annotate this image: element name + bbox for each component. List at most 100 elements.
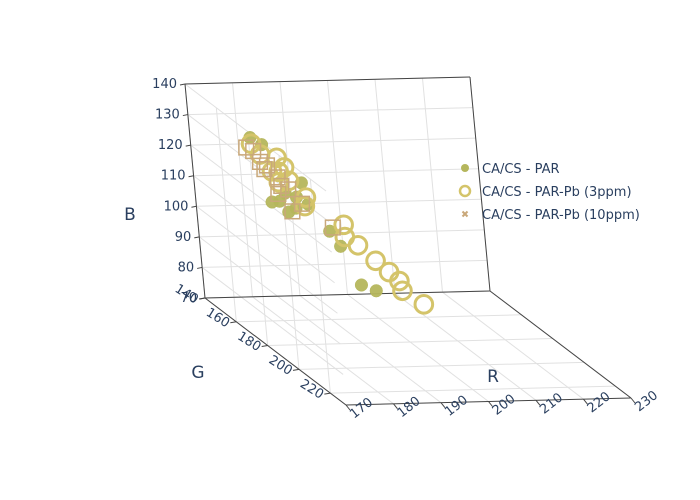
grid-line: [193, 175, 335, 284]
y-tick-mark: [261, 345, 268, 348]
x-tick-label: 220: [585, 389, 614, 416]
data-point: [270, 185, 287, 203]
data-point: [347, 234, 369, 256]
y-tick-mark: [324, 392, 331, 395]
data-point: [413, 294, 435, 315]
axis-edge: [469, 76, 491, 292]
grid-line: [330, 385, 616, 394]
legend-marker: [458, 184, 472, 198]
z-tick-label: 110: [161, 169, 186, 184]
z-tick-label: 70: [180, 291, 197, 306]
y-tick-mark: [292, 368, 300, 371]
data-point: [333, 214, 354, 236]
x-tick-mark: [393, 403, 398, 410]
axis-edge: [184, 83, 206, 299]
x-tick-mark: [440, 402, 446, 408]
data-point: [256, 161, 273, 178]
z-tick-mark: [191, 205, 197, 208]
data-point: [324, 219, 341, 236]
grid-line: [236, 314, 522, 323]
series-3: [238, 139, 341, 236]
grid-line: [298, 361, 585, 370]
z-tick-label: 80: [178, 260, 195, 275]
data-point: [392, 280, 413, 302]
legend-marker: [461, 164, 469, 172]
axis-edge: [489, 290, 632, 399]
z-axis-title: B: [124, 205, 136, 225]
z-tick-label: 90: [175, 230, 192, 245]
grid-line: [299, 295, 442, 404]
z-tick-label: 120: [158, 138, 183, 153]
z-tick-mark: [185, 144, 191, 147]
data-point: [269, 169, 286, 186]
legend-item[interactable]: CA/CS - PAR-Pb (3ppm): [458, 184, 632, 200]
grid-line: [374, 79, 396, 294]
grid-line: [327, 80, 348, 295]
grid-line: [309, 179, 331, 394]
legend-label: CA/CS - PAR: [482, 162, 560, 177]
z-tick-label: 130: [155, 108, 180, 123]
grid-line: [267, 338, 553, 347]
data-point: [389, 270, 410, 292]
axis-edge: [204, 297, 347, 406]
series-1: [243, 131, 383, 298]
grid-line: [202, 259, 488, 268]
axis-edges: [184, 76, 632, 406]
data-points: [238, 131, 435, 315]
data-point: [365, 250, 386, 272]
axis-edge: [204, 290, 491, 299]
x-tick-mark: [630, 397, 636, 404]
x-tick-label: 190: [442, 393, 471, 420]
legend-item[interactable]: CA/CS - PAR-Pb (10ppm): [461, 208, 640, 223]
y-tick-label: 160: [203, 305, 232, 331]
y-tick-label: 220: [297, 377, 326, 403]
x-tick-label: 230: [632, 388, 661, 415]
grid-line: [252, 296, 394, 405]
axis-titles: B G R: [124, 205, 499, 387]
grid-line: [247, 131, 269, 346]
x-tick-mark: [488, 401, 493, 407]
legend-label: CA/CS - PAR-Pb (3ppm): [482, 185, 632, 200]
y-tick-mark: [230, 321, 237, 324]
grid-line: [196, 198, 482, 207]
grid-line: [215, 107, 237, 322]
x-tick-label: 200: [490, 392, 519, 419]
grid-line: [198, 236, 341, 345]
x-tick-mark: [583, 398, 588, 405]
grid-line: [187, 107, 473, 116]
data-point: [294, 195, 316, 217]
x-tick-mark: [345, 404, 351, 411]
legend[interactable]: CA/CS - PAR CA/CS - PAR-Pb (3ppm) CA/CS - …: [458, 162, 640, 223]
grid-line: [442, 291, 584, 400]
z-tick-mark: [179, 83, 186, 86]
x-tick-label: 180: [395, 394, 424, 421]
grid-line: [201, 267, 344, 375]
x-axis-title: R: [487, 367, 499, 387]
grid-line: [347, 294, 489, 402]
axis-edge: [184, 76, 471, 85]
y-tick-mark: [198, 297, 206, 300]
data-point: [280, 181, 297, 198]
z-tick-mark: [182, 114, 188, 117]
y-axis-title: G: [191, 363, 204, 383]
data-point: [295, 187, 317, 208]
x-tick-label: 170: [347, 395, 376, 422]
x-tick-label: 210: [537, 390, 566, 417]
grid-layer: [184, 76, 632, 406]
x-tick-mark: [535, 400, 541, 406]
grid-line: [422, 78, 443, 293]
grid-line: [232, 82, 253, 297]
data-point: [293, 195, 311, 212]
legend-item[interactable]: CA/CS - PAR: [461, 162, 560, 177]
z-tick-label: 140: [152, 77, 177, 92]
z-tick-mark: [188, 175, 194, 178]
data-point: [258, 157, 276, 174]
grid-line: [193, 168, 479, 177]
z-tick-mark: [194, 236, 200, 239]
y-tick-label: 200: [266, 353, 295, 379]
legend-marker: [461, 210, 469, 218]
legend-label: CA/CS - PAR-Pb (10ppm): [482, 208, 640, 223]
z-tick-mark: [197, 266, 203, 269]
